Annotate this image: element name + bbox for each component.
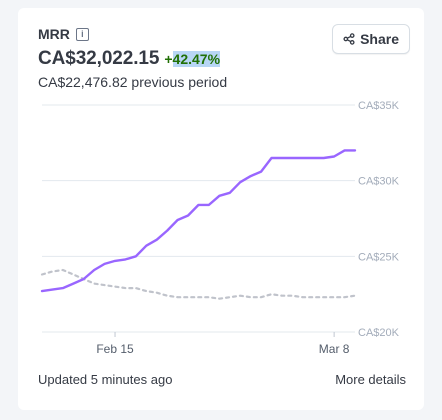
delta-value: 42.47% <box>172 51 221 67</box>
share-button[interactable]: Share <box>332 24 410 54</box>
y-tick-label: CA$20K <box>358 327 400 339</box>
metric-title-row: MRR i <box>38 26 89 42</box>
current-period-series-line <box>40 149 357 293</box>
updated-text: Updated 5 minutes ago <box>38 372 173 387</box>
previous-period-series-line <box>40 268 357 300</box>
previous-period-text: CA$22,476.82 previous period <box>38 74 228 90</box>
x-tick-label: Mar 8 <box>319 342 350 356</box>
mrr-line-chart: CA$35K CA$30K CA$25K CA$20K Feb 15 Mar 8 <box>40 100 400 356</box>
delta-sign: + <box>164 51 173 67</box>
more-details-link[interactable]: More details <box>335 372 406 387</box>
info-icon[interactable]: i <box>75 27 89 41</box>
share-label: Share <box>360 31 399 47</box>
metric-value-row: CA$32,022.15 +42.47% <box>38 48 221 70</box>
delta-badge: +42.47% <box>164 50 221 68</box>
x-tick-label: Feb 15 <box>96 342 134 356</box>
y-tick-label: CA$30K <box>358 176 400 188</box>
mrr-card: MRR i CA$32,022.15 +42.47% CA$22,476.82 … <box>18 8 424 410</box>
share-icon <box>343 33 355 45</box>
metric-value: CA$32,022.15 <box>38 48 160 69</box>
y-tick-label: CA$35K <box>358 100 400 112</box>
metric-name: MRR <box>38 26 70 42</box>
y-tick-label: CA$25K <box>358 251 400 263</box>
